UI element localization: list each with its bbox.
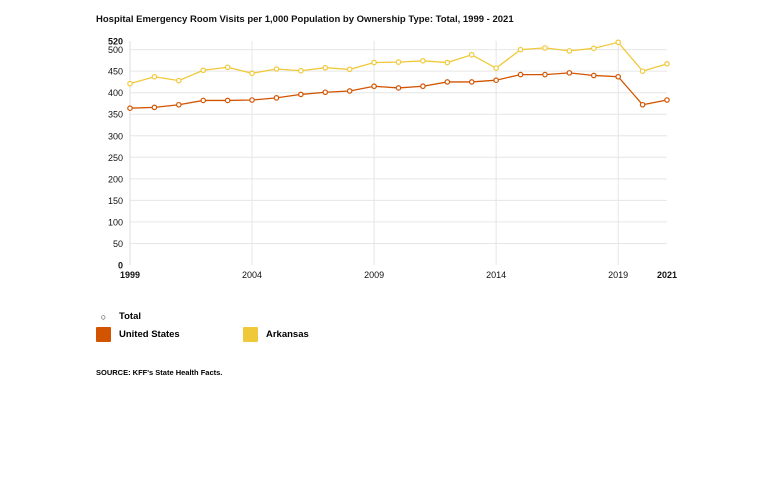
data-point [420,83,426,90]
y-tick-label: 400 [108,88,123,98]
data-point [200,97,207,104]
data-point [517,46,524,53]
source-note: SOURCE: KFF's State Health Facts. [96,368,223,377]
legend-group-total: ○ Total [96,311,141,322]
x-tick-label: 2014 [486,270,506,280]
data-point [346,88,353,94]
data-point [444,59,451,66]
chart-title: Hospital Emergency Room Visits per 1,000… [96,14,514,25]
data-point [468,51,475,58]
data-point [420,58,426,64]
data-point [224,64,231,71]
legend-item-united-states[interactable]: United States [96,327,180,342]
y-tick-label: 50 [113,239,123,249]
data-point [298,91,304,98]
x-tick-label: 2009 [364,270,384,280]
data-point [493,65,499,71]
data-point [249,70,255,77]
data-point [176,77,182,84]
legend-item-arkansas[interactable]: Arkansas [243,327,309,342]
data-point [395,59,402,65]
legend-label: Arkansas [266,329,309,340]
y-tick-label: 500 [108,45,123,55]
data-point [639,68,646,74]
y-tick-label: 150 [108,196,123,206]
data-point [590,72,597,79]
data-point [224,97,231,104]
data-point [371,59,377,66]
y-tick-label: 520 [108,37,123,47]
data-point [395,85,402,91]
x-tick-label: 2004 [242,270,262,280]
data-point [322,64,329,71]
data-point [200,67,207,74]
y-tick-label: 0 [118,261,123,271]
data-point [639,101,646,108]
data-point [346,66,353,73]
circle-marker-icon: ○ [100,311,107,322]
data-point [615,73,621,80]
data-point [664,97,670,103]
data-point [298,67,304,74]
x-tick-label: 2019 [608,270,628,280]
data-point [566,70,573,76]
data-point [273,95,280,101]
data-point [493,77,499,84]
data-point [176,101,182,108]
data-point [590,45,597,52]
data-point [371,83,377,90]
legend-group-label: Total [119,311,141,322]
y-tick-label: 450 [108,67,123,77]
data-point [151,104,158,111]
data-point [664,61,670,67]
data-point [249,97,255,103]
y-tick-label: 200 [108,174,123,184]
x-tick-label: 1999 [120,270,140,280]
data-point [615,39,621,46]
data-point [322,89,329,96]
data-point [542,71,548,78]
data-point [444,79,451,85]
x-tick-label: 2021 [657,270,677,280]
y-tick-label: 250 [108,153,123,163]
legend-swatch [243,327,258,342]
data-point [127,80,133,87]
data-point [273,66,280,72]
y-tick-label: 350 [108,110,123,120]
legend-swatch [96,327,111,342]
data-point [542,45,548,51]
data-point [517,71,524,78]
y-tick-label: 100 [108,217,123,227]
data-point [468,79,475,85]
data-point [566,48,573,54]
data-point [127,105,133,112]
legend-label: United States [119,329,180,340]
y-tick-label: 300 [108,131,123,141]
data-point [151,73,158,80]
